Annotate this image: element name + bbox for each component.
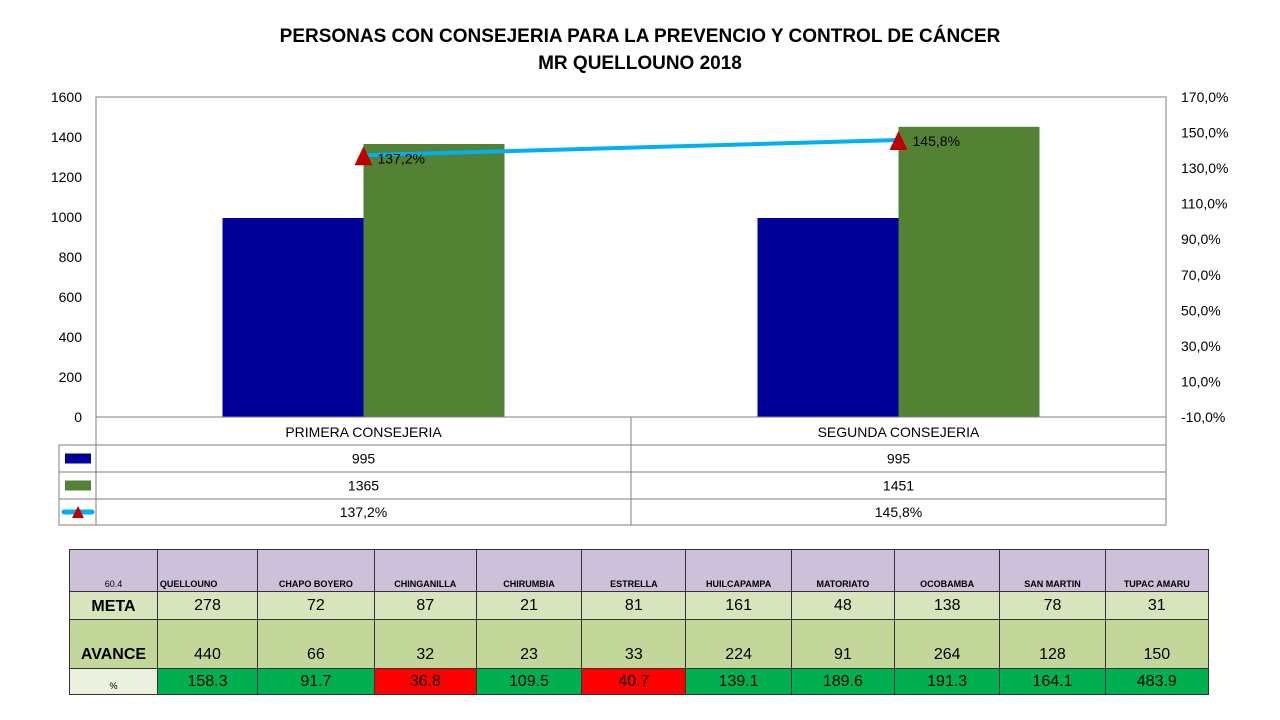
data-table-cell: 145,8% bbox=[875, 504, 922, 520]
y-tick-label: 1400 bbox=[51, 129, 82, 145]
y-tick-label: 0 bbox=[74, 409, 82, 425]
legend-key-marker bbox=[72, 506, 84, 518]
table-cell: 23 bbox=[475, 619, 583, 669]
table-cell: 87 bbox=[373, 591, 477, 620]
category-label: PRIMERA CONSEJERIA bbox=[285, 424, 442, 440]
table-cell: 21 bbox=[475, 591, 583, 620]
bar bbox=[222, 218, 364, 417]
bar bbox=[757, 218, 899, 417]
legend-key-bar bbox=[65, 480, 91, 491]
column-header: QUELLOUNO bbox=[156, 549, 259, 592]
table-cell: 150 bbox=[1104, 619, 1210, 669]
percent-cell: 36.8 bbox=[373, 668, 477, 695]
column-header: ESTRELLA bbox=[581, 549, 687, 592]
table-cell: 72 bbox=[257, 591, 375, 620]
row-label: META bbox=[69, 591, 158, 620]
y-tick-label: 1000 bbox=[51, 209, 82, 225]
table-cell: 78 bbox=[999, 591, 1106, 620]
data-table-cell: 1451 bbox=[883, 478, 914, 494]
row-label: AVANCE bbox=[69, 619, 158, 669]
percent-cell: 40.7 bbox=[581, 668, 687, 695]
table-cell: 81 bbox=[581, 591, 687, 620]
y2-tick-label: 170,0% bbox=[1181, 89, 1228, 105]
data-table-cell: 1365 bbox=[348, 478, 379, 494]
y2-tick-label: 130,0% bbox=[1181, 160, 1228, 176]
table-cell: 224 bbox=[685, 619, 792, 669]
table-cell: 278 bbox=[156, 591, 259, 620]
row-label: % bbox=[69, 668, 158, 695]
table-row-avance: AVANCE 440 66 32 23 33 224 91 264 128 15… bbox=[69, 619, 1210, 669]
column-header: SAN MARTIN bbox=[999, 549, 1106, 592]
data-label: 145,8% bbox=[913, 133, 960, 149]
chart-area: 1600 1400 1200 1000 800 600 400 200 0 170,0% 150,0… bbox=[51, 89, 1228, 526]
percent-cell: 191.3 bbox=[894, 668, 1001, 695]
percent-line bbox=[363, 138, 899, 158]
table-row-meta: META 278 72 87 21 81 161 48 138 78 31 bbox=[69, 591, 1210, 620]
table-cell: 440 bbox=[156, 619, 259, 669]
table-cell: 91 bbox=[790, 619, 896, 669]
table-cell: 161 bbox=[685, 591, 792, 620]
district-table: 60.4 QUELLOUNO CHAPO BOYERO CHINGANILLA … bbox=[69, 549, 1210, 695]
y2-tick-label: 10,0% bbox=[1181, 373, 1221, 389]
chart-title: PERSONAS CON CONSEJERIA PARA LA PREVENCI… bbox=[279, 26, 1001, 47]
table-corner-cell: 60.4 bbox=[69, 549, 158, 592]
y-tick-label: 200 bbox=[59, 369, 83, 385]
table-cell: 264 bbox=[894, 619, 1001, 669]
table-cell: 48 bbox=[790, 591, 896, 620]
legend-key-bar bbox=[65, 453, 91, 464]
table-cell: 138 bbox=[894, 591, 1001, 620]
y-tick-label: 400 bbox=[59, 329, 83, 345]
y2-tick-label: 90,0% bbox=[1181, 231, 1221, 247]
table-row-percent: % 158.3 91.7 36.8 109.5 40.7 139.1 189.6… bbox=[69, 668, 1210, 695]
y2-tick-label: 70,0% bbox=[1181, 267, 1221, 283]
percent-cell: 189.6 bbox=[790, 668, 896, 695]
y-tick-label: 800 bbox=[59, 249, 83, 265]
column-header: CHIRUMBIA bbox=[475, 549, 583, 592]
table-cell: 32 bbox=[373, 619, 477, 669]
table-header-row: 60.4 QUELLOUNO CHAPO BOYERO CHINGANILLA … bbox=[69, 549, 1210, 592]
data-table-cell: 995 bbox=[352, 451, 376, 467]
percent-cell: 91.7 bbox=[257, 668, 375, 695]
column-header: MATORIATO bbox=[790, 549, 896, 592]
column-header: TUPAC AMARU bbox=[1104, 549, 1210, 592]
chart-subtitle: MR QUELLOUNO 2018 bbox=[538, 53, 742, 74]
data-table-cell: 137,2% bbox=[340, 504, 387, 520]
triangle-marker bbox=[354, 146, 373, 166]
bar bbox=[898, 126, 1040, 418]
data-label: 137,2% bbox=[378, 150, 425, 166]
percent-cell: 139.1 bbox=[685, 668, 792, 695]
y-tick-label: 1600 bbox=[51, 89, 82, 105]
bar bbox=[363, 144, 505, 417]
y2-tick-label: 150,0% bbox=[1181, 125, 1228, 141]
column-header: HUILCAPAMPA bbox=[685, 549, 792, 592]
data-table-cell: 995 bbox=[887, 451, 911, 467]
y2-tick-label: 50,0% bbox=[1181, 302, 1221, 318]
percent-cell: 109.5 bbox=[475, 668, 583, 695]
table-cell: 31 bbox=[1104, 591, 1210, 620]
y2-tick-label: 30,0% bbox=[1181, 338, 1221, 354]
y-tick-label: 1200 bbox=[51, 169, 82, 185]
column-header: CHAPO BOYERO bbox=[257, 549, 375, 592]
column-header: OCOBAMBA bbox=[894, 549, 1001, 592]
category-label: SEGUNDA CONSEJERIA bbox=[818, 424, 980, 440]
y2-tick-label: -10,0% bbox=[1181, 409, 1225, 425]
table-cell: 128 bbox=[999, 619, 1106, 669]
y-tick-label: 600 bbox=[59, 289, 83, 305]
column-header: CHINGANILLA bbox=[373, 549, 477, 592]
triangle-marker bbox=[889, 131, 908, 151]
y2-tick-label: 110,0% bbox=[1181, 196, 1227, 212]
table-cell: 33 bbox=[581, 619, 687, 669]
table-cell: 66 bbox=[257, 619, 375, 669]
percent-cell: 164.1 bbox=[999, 668, 1106, 695]
percent-cell: 158.3 bbox=[156, 668, 259, 695]
percent-cell: 483.9 bbox=[1104, 668, 1210, 695]
